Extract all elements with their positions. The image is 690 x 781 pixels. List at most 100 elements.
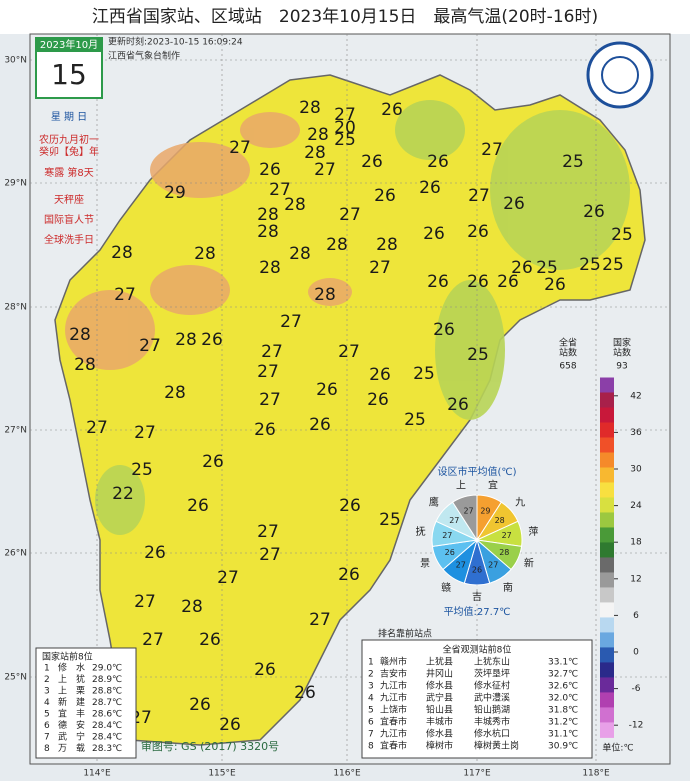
station-value: 27 — [280, 312, 302, 332]
table-cell: 31.8℃ — [548, 706, 578, 716]
lon-label: 115°E — [208, 769, 236, 779]
station-value: 27 — [142, 630, 164, 650]
station-value: 28 — [376, 235, 398, 255]
station-value: 25 — [536, 258, 558, 278]
calendar-line: 天秤座 — [54, 193, 84, 206]
station-value: 26 — [199, 630, 221, 650]
table-cell: 修水县 — [426, 728, 453, 740]
station-value: 25 — [131, 460, 153, 480]
station-value: 26 — [427, 152, 449, 172]
pie-value: 27 — [442, 531, 452, 540]
update-time: 更新时刻:2023-10-15 16:09:24 — [108, 36, 243, 48]
table-cell: 33.1℃ — [548, 658, 578, 668]
station-value: 27 — [86, 418, 108, 438]
station-value: 28 — [326, 235, 348, 255]
scale-segment — [600, 647, 614, 663]
pie-value: 28 — [499, 548, 509, 557]
station-value: 26 — [254, 660, 276, 680]
station-value: 27 — [338, 342, 360, 362]
scale-tick-label: 36 — [630, 428, 642, 438]
count-header: 站数 — [613, 347, 631, 359]
pie-value: 28 — [495, 516, 505, 525]
lon-label: 118°E — [582, 769, 610, 779]
pie-value: 27 — [502, 531, 512, 540]
table-cell: 茨坪垦坪 — [474, 668, 510, 680]
table-cell: 31.1℃ — [548, 730, 578, 740]
station-value: 28 — [289, 244, 311, 264]
warm-patch — [150, 142, 250, 198]
lat-label: 26°N — [4, 549, 27, 559]
lat-label: 28°N — [4, 303, 27, 313]
table-cell: 8 — [44, 744, 50, 754]
table-cell: 赣州市 — [380, 656, 407, 668]
station-value: 26 — [339, 496, 361, 516]
pie-name: 吉 — [472, 591, 482, 603]
cool-patch — [95, 465, 145, 535]
table-cell: 德 安 — [58, 719, 85, 731]
pie-slice — [451, 494, 478, 542]
scale-unit: 单位:℃ — [602, 742, 633, 754]
table-cell: 28.6℃ — [92, 710, 122, 720]
station-value: 28 — [284, 195, 306, 215]
pie-value: 27 — [456, 561, 466, 570]
table-cell: 铅山县 — [426, 704, 453, 716]
count-header: 全省 — [559, 337, 577, 349]
scale-tick-label: 24 — [630, 501, 642, 511]
table-cell: 上 栗 — [58, 686, 85, 697]
table-cell: 修水征村 — [474, 680, 510, 692]
table-cell: 2 — [368, 670, 374, 680]
station-value: 28 — [175, 330, 197, 350]
station-value: 29 — [164, 183, 186, 203]
table-cell: 5 — [368, 706, 374, 716]
station-value: 25 — [579, 255, 601, 275]
scale-segment — [600, 677, 614, 693]
pie-chart: 设区市平均值(℃) 29 宜 28 九 27 萍 28 新 27 南 26 吉 27 赣 26 景 27 抚 27 鹰 2… — [416, 465, 539, 618]
station-value: 26 — [144, 543, 166, 563]
station-value: 26 — [544, 275, 566, 295]
station-value: 25 — [467, 345, 489, 365]
pie-average: 平均值:27.7℃ — [444, 605, 511, 618]
table-cell: 7 — [368, 730, 374, 740]
station-value: 26 — [202, 452, 224, 472]
station-value: 27 — [257, 522, 279, 542]
station-value: 26 — [503, 194, 525, 214]
table-cell: 28.9℃ — [92, 675, 122, 685]
station-value: 28 — [304, 143, 326, 163]
scale-segment — [600, 407, 614, 423]
station-value: 26 — [361, 152, 383, 172]
calendar-month: 2023年10月 — [40, 38, 98, 51]
scale-tick-label: -6 — [632, 684, 641, 694]
station-value: 25 — [602, 255, 624, 275]
cool-patch — [395, 100, 465, 160]
station-value: 27 — [481, 140, 503, 160]
province-table: 全省观测站前8位 1 赣州市 上犹县 上犹东山 33.1℃ 2 吉安市 井冈山 茨坪垦坪 32.7℃… — [361, 639, 593, 759]
lat-label: 25°N — [4, 673, 27, 683]
table-cell: 2 — [44, 675, 50, 685]
table-cell: 28.3℃ — [92, 744, 122, 754]
scale-segment — [600, 512, 614, 528]
scale-tick-label: 0 — [633, 648, 639, 658]
table-cell: 修水杭口 — [474, 728, 510, 740]
pie-value: 26 — [445, 548, 455, 557]
logo-inner — [601, 56, 639, 94]
lon-label: 114°E — [83, 769, 111, 779]
calendar-line: 寒露 第8天 — [44, 166, 94, 179]
station-value: 27 — [339, 205, 361, 225]
station-value: 26 — [423, 224, 445, 244]
pie-name: 鹰 — [429, 496, 439, 509]
station-value: 28 — [69, 325, 91, 345]
table-cell: 万 载 — [58, 742, 85, 754]
table-cell: 宜春市 — [380, 740, 407, 752]
table-cell: 6 — [44, 721, 50, 731]
ranking-note: 排名靠前站点 — [378, 628, 432, 640]
title-bar — [0, 0, 690, 34]
station-value: 26 — [467, 272, 489, 292]
table-cell: 5 — [44, 710, 50, 720]
table-box — [361, 639, 593, 759]
table-cell: 宜 丰 — [58, 708, 85, 720]
table-cell: 九江市 — [380, 692, 407, 704]
table-cell: 1 — [368, 658, 374, 668]
station-value: 27 — [114, 285, 136, 305]
table-cell: 32.0℃ — [548, 694, 578, 704]
